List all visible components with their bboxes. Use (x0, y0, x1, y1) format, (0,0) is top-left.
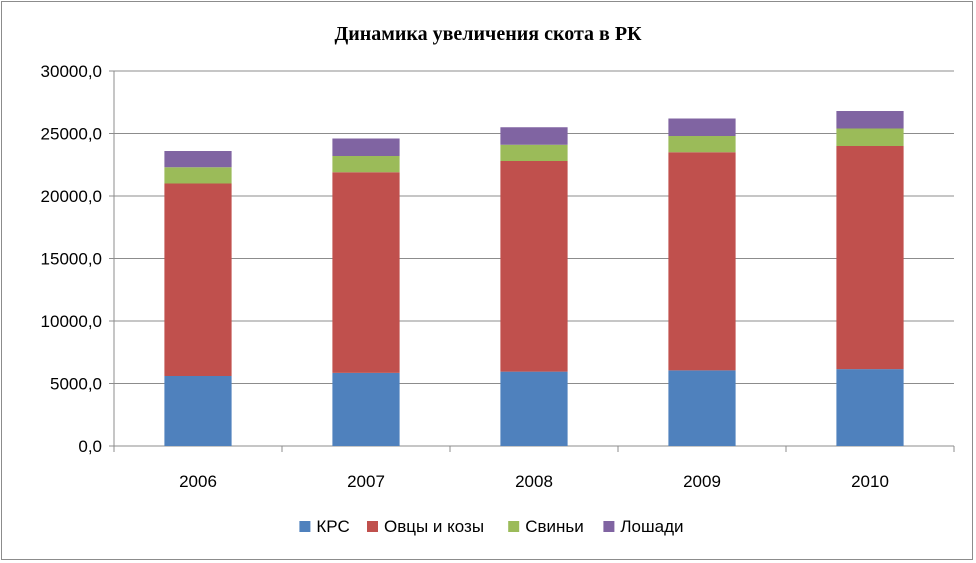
bar-2008-series-3 (500, 127, 568, 145)
y-tick-label: 30000,0 (41, 62, 102, 81)
x-tick-label: 2009 (683, 472, 721, 491)
legend-item: Лошади (603, 517, 684, 536)
legend-item: КРС (299, 517, 350, 536)
bar-2007-series-1 (332, 172, 400, 373)
y-tick-label: 25000,0 (41, 125, 102, 144)
bar-2009-series-0 (668, 370, 736, 446)
bar-2010-series-2 (836, 128, 904, 146)
tick-labels: 0,0 5000,0 10000,0 15000,0 20000,0 25000,0 300… (41, 62, 889, 491)
x-tick-label: 2007 (347, 472, 385, 491)
legend-swatch (508, 521, 520, 532)
bar-2007-series-3 (332, 138, 400, 156)
bar-2010-series-3 (836, 111, 904, 129)
bar-2008-series-1 (500, 161, 568, 372)
y-tick-label: 15000,0 (41, 250, 102, 269)
bars (164, 111, 904, 446)
legend-label: КРС (316, 517, 349, 536)
bar-2006-series-1 (164, 183, 232, 376)
bar-2010-series-1 (836, 146, 904, 370)
legend-label: Свиньи (525, 517, 584, 536)
y-tick-label: 0,0 (78, 437, 102, 456)
bar-2008-series-0 (500, 371, 568, 446)
x-tick-label: 2008 (515, 472, 553, 491)
y-tick-label: 5000,0 (50, 375, 102, 394)
x-tick-label: 2006 (179, 472, 217, 491)
legend: КРС Овцы и козы Свиньи Лошади (299, 517, 684, 536)
bar-2009-series-2 (668, 136, 736, 153)
y-tick-label: 10000,0 (41, 312, 102, 331)
legend-label: Лошади (620, 517, 683, 536)
bar-2007-series-0 (332, 372, 400, 446)
bar-2006-series-0 (164, 376, 232, 446)
legend-swatch (367, 521, 378, 532)
chart-title: Динамика увеличения скота в РК (334, 23, 642, 45)
bar-2009-series-3 (668, 118, 736, 136)
bar-2008-series-2 (500, 144, 568, 161)
legend-item: Свиньи (508, 517, 584, 536)
bar-2010-series-0 (836, 369, 904, 446)
legend-swatch (299, 521, 311, 532)
legend-swatch (603, 521, 615, 532)
bar-2009-series-1 (668, 152, 736, 371)
y-tick-label: 20000,0 (41, 187, 102, 206)
legend-label: Овцы и козы (384, 517, 484, 536)
bar-2006-series-2 (164, 167, 232, 184)
bar-2006-series-3 (164, 151, 232, 168)
bar-2007-series-2 (332, 156, 400, 173)
legend-item: Овцы и козы (367, 517, 484, 536)
x-tick-label: 2010 (851, 472, 889, 491)
